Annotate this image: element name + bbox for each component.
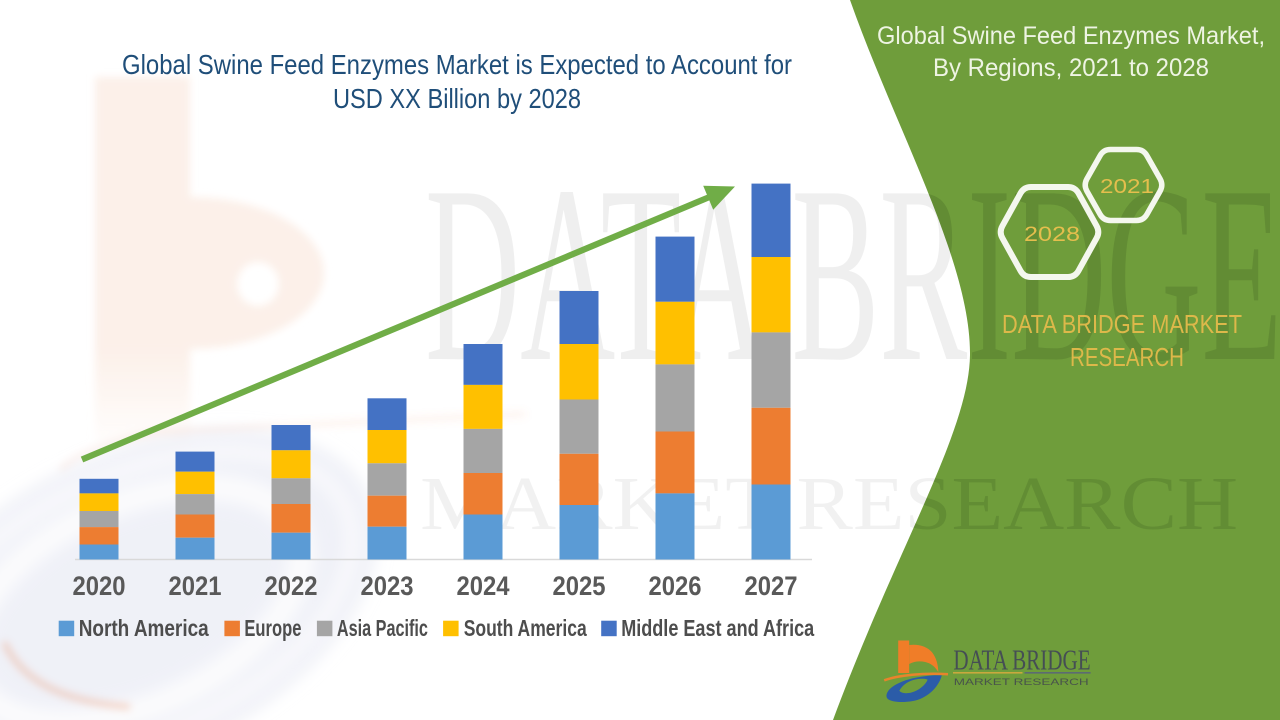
svg-text:2022: 2022: [265, 571, 318, 601]
svg-text:2020: 2020: [73, 571, 126, 601]
svg-text:Global Swine Feed Enzymes Mark: Global Swine Feed Enzymes Market,: [877, 22, 1265, 50]
svg-text:2021: 2021: [1100, 176, 1154, 198]
svg-text:Asia Pacific: Asia Pacific: [337, 615, 428, 641]
svg-text:2026: 2026: [649, 571, 702, 601]
svg-text:2023: 2023: [361, 571, 414, 601]
svg-text:Europe: Europe: [244, 615, 301, 641]
svg-text:Middle East and Africa: Middle East and Africa: [621, 615, 814, 641]
svg-text:MARKET RESEARCH: MARKET RESEARCH: [954, 677, 1089, 688]
svg-text:RESEARCH: RESEARCH: [1070, 342, 1184, 372]
svg-text:DATA BRIDGE: DATA BRIDGE: [953, 644, 1090, 676]
svg-text:2021: 2021: [169, 571, 222, 601]
svg-text:2024: 2024: [457, 571, 510, 601]
svg-text:2028: 2028: [1024, 223, 1080, 246]
svg-text:DATA BRIDGE MARKET: DATA BRIDGE MARKET: [1002, 309, 1242, 339]
svg-text:2025: 2025: [553, 571, 606, 601]
svg-text:North America: North America: [79, 615, 209, 641]
svg-text:South America: South America: [464, 615, 587, 641]
svg-text:MARKET RESEARCH: MARKET RESEARCH: [420, 462, 1238, 546]
svg-text:USD XX Billion by 2028: USD XX Billion by 2028: [333, 83, 581, 114]
svg-text:2027: 2027: [745, 571, 798, 601]
svg-text:Global Swine Feed Enzymes Mark: Global Swine Feed Enzymes Market is Expe…: [122, 49, 792, 80]
svg-text:By Regions, 2021 to 2028: By Regions, 2021 to 2028: [933, 54, 1209, 82]
